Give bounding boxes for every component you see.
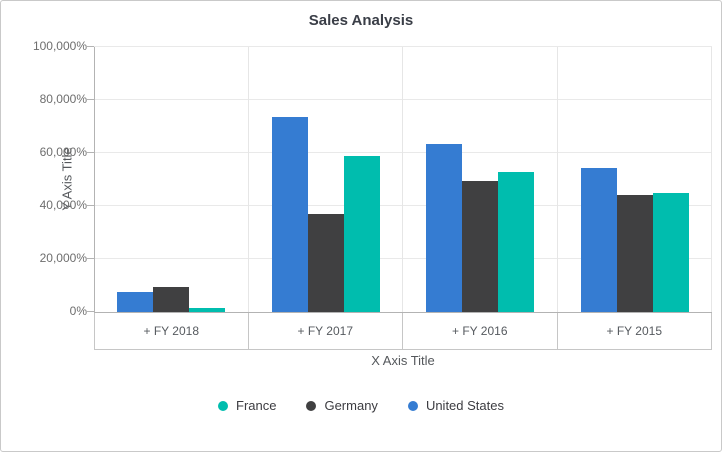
- legend-label: United States: [425, 398, 504, 413]
- x-category-label[interactable]: + FY 2016: [452, 324, 508, 338]
- bar-united-states[interactable]: [117, 292, 153, 312]
- y-axis-tick: [87, 99, 94, 100]
- y-tick-label: 60,000%: [39, 145, 87, 159]
- chart-title: Sales Analysis: [308, 12, 414, 29]
- bar-germany[interactable]: [153, 287, 189, 312]
- y-gridline: [94, 152, 712, 153]
- bar-germany[interactable]: [308, 214, 344, 312]
- bar-france[interactable]: [344, 156, 380, 312]
- y-axis-tick: [87, 152, 94, 153]
- x-category-cell[interactable]: + FY 2015: [557, 313, 712, 350]
- legend-label: France: [236, 398, 277, 413]
- x-category-label[interactable]: + FY 2017: [297, 324, 354, 338]
- bar-france[interactable]: [653, 193, 689, 312]
- bar-france[interactable]: [498, 172, 534, 312]
- bar-united-states[interactable]: [581, 168, 617, 312]
- y-axis-tick: [87, 311, 94, 312]
- y-tick-label: 100,000%: [32, 39, 87, 53]
- y-tick-label: 20,000%: [39, 251, 87, 265]
- bar-germany[interactable]: [617, 195, 653, 312]
- y-tick-label: 80,000%: [39, 92, 87, 106]
- legend-item-united-states[interactable]: United States: [407, 398, 504, 413]
- legend-item-germany[interactable]: Germany: [306, 398, 378, 413]
- legend-marker-icon: [306, 400, 317, 411]
- y-axis-tick: [87, 258, 94, 259]
- bar-france[interactable]: [189, 308, 225, 312]
- y-axis-tick: [87, 46, 94, 47]
- y-gridline: [94, 205, 712, 206]
- legend: France Germany United States: [1, 398, 721, 413]
- x-category-cell[interactable]: + FY 2018: [94, 313, 249, 350]
- y-gridline: [94, 46, 712, 47]
- y-axis-line: [94, 47, 95, 312]
- x-gridline: [247, 47, 249, 312]
- x-axis-title: X Axis Title: [371, 353, 435, 368]
- x-gridline: [556, 47, 558, 312]
- x-category-cell[interactable]: + FY 2017: [248, 313, 403, 350]
- y-gridline: [94, 258, 712, 259]
- bar-germany[interactable]: [462, 181, 498, 312]
- y-tick-label: 40,000%: [39, 198, 87, 212]
- legend-label: Germany: [324, 398, 378, 413]
- bar-united-states[interactable]: [426, 144, 462, 312]
- x-gridline: [711, 47, 712, 312]
- legend-marker-icon: [407, 400, 418, 411]
- x-gridline: [402, 47, 403, 312]
- bar-united-states[interactable]: [272, 117, 308, 312]
- x-category-label[interactable]: + FY 2018: [143, 324, 200, 338]
- legend-marker-icon: [218, 400, 228, 411]
- legend-item-france[interactable]: France: [218, 398, 276, 413]
- y-tick-label: 0%: [69, 304, 87, 318]
- x-category-cell[interactable]: + FY 2016: [403, 313, 558, 350]
- y-axis-tick: [87, 205, 94, 206]
- x-category-label[interactable]: + FY 2015: [606, 324, 663, 338]
- x-axis-line: [94, 312, 712, 313]
- y-gridline: [94, 99, 712, 100]
